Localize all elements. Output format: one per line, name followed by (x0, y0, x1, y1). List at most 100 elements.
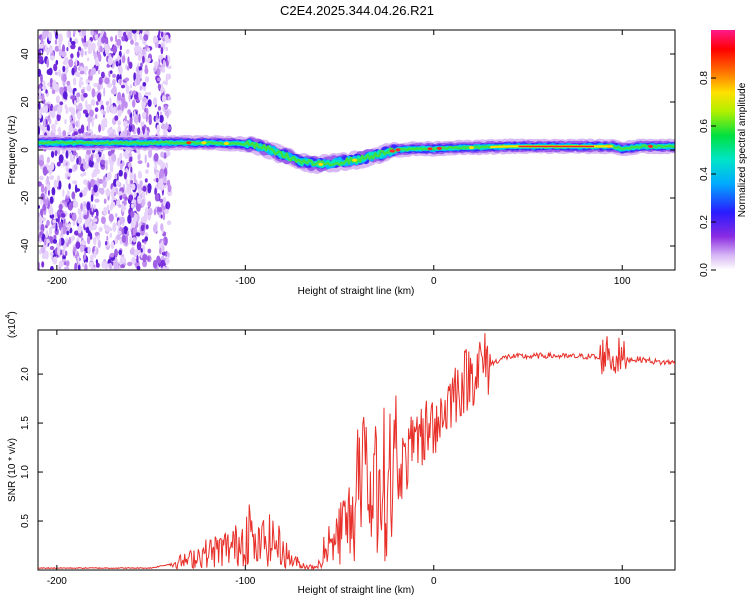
spectrogram-cell (116, 38, 122, 46)
spectrogram-cell (139, 130, 142, 137)
spectrogram-cell (47, 82, 51, 87)
spectrogram-cell (137, 154, 141, 161)
spectrogram-cell (112, 78, 116, 86)
spectrogram-cell (105, 161, 108, 171)
spectrogram-cell (56, 161, 61, 167)
spectrogram-cell (138, 66, 142, 71)
spectrogram-cell (114, 173, 118, 180)
spectrogram-cell (165, 73, 169, 82)
spectrogram-cell (113, 129, 116, 138)
spectrogram-cell (139, 85, 142, 91)
spectrogram-cell (138, 93, 142, 101)
spectrogram-cell (91, 204, 94, 212)
spectrogram-cell (58, 42, 61, 50)
spectrogram-cell (165, 163, 168, 169)
spectrogram-cell (133, 72, 136, 82)
spectrogram-cell (129, 117, 133, 127)
spectrogram-cell (115, 180, 120, 187)
spectrogram-cell (39, 231, 43, 236)
spectrogram-cell (62, 73, 67, 83)
spectrogram-cell (146, 162, 150, 168)
spectrogram-cell (108, 262, 113, 270)
colorbar-ticks: 0.0 0.2 0.4 0.6 0.8 (699, 71, 716, 277)
spectrogram-peak (389, 149, 395, 153)
spectrogram-cell (49, 236, 54, 244)
x-tick-label: -200 (47, 276, 67, 287)
spectrogram-cell (62, 65, 66, 73)
colorbar-label: Normalized spectral amplitude (737, 82, 748, 217)
spectrogram-cell (72, 180, 78, 185)
spectrogram-cell (162, 265, 166, 270)
spectrogram-cell (142, 82, 147, 87)
spectrogram-cell (120, 96, 126, 104)
spectrogram-cell (103, 87, 106, 97)
spectrogram-cell (86, 84, 92, 92)
spectrogram-cell (55, 60, 59, 65)
spectrogram-cell (86, 201, 91, 211)
snr-plot-area (37, 329, 676, 571)
spectrogram-cell (38, 261, 41, 270)
spectrogram-cell (62, 189, 65, 197)
spectrogram-cell (120, 264, 126, 269)
spectrogram-cell (152, 259, 158, 269)
spectrogram-cell (98, 124, 102, 133)
spectrogram-cell (75, 120, 79, 128)
spectrogram-cell (100, 159, 106, 165)
spectrogram-cell (100, 30, 105, 36)
spectrogram-cell (147, 201, 151, 207)
spectrogram-cell (136, 241, 142, 251)
spectrogram-cell (74, 37, 78, 44)
spectrogram-cell (39, 175, 44, 181)
spectrogram-cell (42, 105, 46, 114)
spectrogram-cell (64, 172, 68, 180)
spectrogram-cell (44, 192, 48, 200)
spectrogram-cell (50, 150, 55, 158)
spectrogram-cell (127, 162, 132, 168)
spectrogram-cell (40, 73, 43, 83)
spectrogram-cell (49, 77, 54, 88)
spectrogram-cell (86, 149, 92, 155)
spectrogram-cell (141, 191, 146, 199)
spectrogram-cell (161, 123, 166, 130)
spectrogram-cell (161, 66, 166, 73)
spectrogram-cell (64, 91, 68, 100)
spectrogram-cell (135, 77, 141, 86)
spectrogram-cell (94, 198, 100, 203)
spectrogram-cell (147, 207, 153, 216)
spectrogram-cell (129, 236, 133, 245)
spectrogram-cell (70, 157, 75, 163)
spectrogram-cell (121, 234, 127, 243)
spectrogram-cell (76, 51, 80, 58)
spectrogram-cell (65, 165, 68, 171)
spectrogram-cell (68, 58, 74, 68)
spectrogram-cell (153, 153, 159, 162)
spectrogram-cell (153, 208, 157, 216)
spectrogram-cell (102, 110, 106, 115)
spectrogram-cell (161, 240, 164, 248)
spectrogram-cell (125, 85, 130, 94)
spectrogram-cell (62, 51, 67, 57)
spectrogram-cell (82, 205, 86, 215)
spectrogram-cell (163, 175, 167, 184)
spectrogram-cell (164, 109, 167, 116)
spectrogram-cell (105, 188, 110, 197)
x-tick-label: -100 (235, 276, 255, 287)
spectrogram-cell (117, 219, 121, 229)
spectrogram-cell (38, 181, 42, 187)
spectrogram-cell (147, 187, 152, 194)
spectrogram-cell (106, 171, 112, 180)
spectrogram-cell (63, 159, 67, 164)
spectrogram-cell (144, 254, 148, 261)
spectrogram-cell (55, 31, 59, 40)
spectrogram-cell (76, 157, 79, 165)
spectrogram-cell (123, 171, 127, 180)
spectrogram-cell (130, 166, 133, 173)
spectrogram-cell (109, 232, 112, 238)
spectrogram-cell (135, 202, 141, 212)
spectrogram-cell (104, 262, 108, 270)
spectrogram-cell (147, 99, 152, 107)
spectrogram-cell (49, 226, 53, 236)
spectrogram-cell (66, 230, 70, 236)
spectrogram-cell (81, 81, 84, 86)
spectrogram-x-axis-label: Height of straight line (km) (298, 286, 415, 297)
